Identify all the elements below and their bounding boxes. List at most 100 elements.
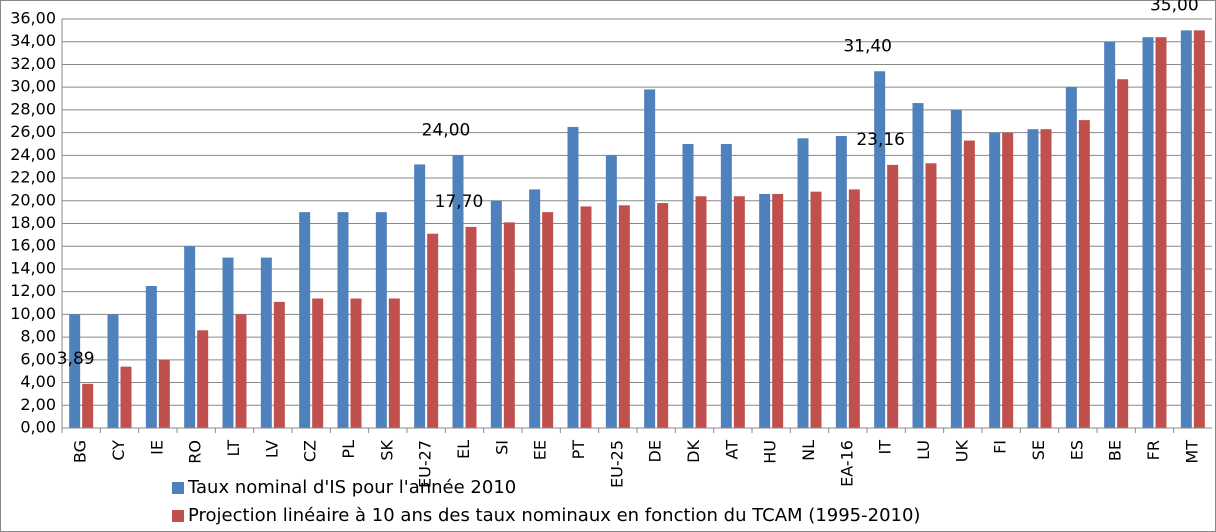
bar [925, 163, 937, 428]
data-label: 3,89 [57, 349, 95, 369]
bar [414, 164, 426, 428]
bar [465, 226, 477, 428]
bar [1065, 87, 1077, 429]
y-tick-label: 12,00 [10, 281, 56, 300]
x-tick-label: BE [1106, 440, 1125, 461]
x-tick-label: CY [109, 440, 128, 461]
x-tick-label: EU-25 [607, 440, 626, 488]
x-tick-label: ES [1067, 440, 1086, 460]
y-tick-label: 28,00 [10, 99, 56, 118]
x-tick-label: EL [454, 440, 473, 459]
x-tick-label: IE [147, 440, 166, 455]
bar [1155, 37, 1167, 429]
bar [720, 143, 732, 428]
x-tick-label: MT [1182, 440, 1201, 464]
bar [772, 193, 784, 428]
y-tick-label: 2,00 [20, 395, 56, 414]
x-tick-label: BG [71, 440, 90, 463]
bar [810, 191, 822, 428]
bar [1193, 30, 1205, 428]
bar [184, 246, 196, 428]
bar [887, 164, 899, 429]
bar [337, 212, 349, 428]
x-tick-label: AT [722, 440, 741, 460]
bar [529, 189, 541, 428]
x-tick-label: IT [876, 440, 895, 455]
bar [197, 330, 209, 428]
y-tick-label: 24,00 [10, 145, 56, 164]
y-tick-label: 30,00 [10, 77, 56, 96]
bar [107, 314, 119, 428]
x-tick-label: LT [224, 440, 243, 457]
bar [120, 366, 132, 428]
bar [427, 233, 439, 428]
legend-label: Taux nominal d'IS pour l'année 2010 [187, 477, 516, 498]
x-tick-label: PL [339, 440, 358, 459]
y-tick-label: 20,00 [10, 190, 56, 209]
data-label: 24,00 [422, 120, 471, 140]
bar [350, 298, 362, 428]
bar [1104, 41, 1116, 428]
bar [145, 285, 157, 428]
bar [580, 206, 592, 428]
y-tick-label: 14,00 [10, 258, 56, 277]
x-tick-label: RO [186, 440, 205, 464]
x-tick-label: HU [761, 440, 780, 464]
bar [695, 196, 707, 428]
x-tick-label: EE [531, 440, 550, 460]
x-tick-label: DE [646, 440, 665, 462]
x-tick-label: SE [1029, 440, 1048, 460]
y-tick-label: 36,00 [10, 9, 56, 28]
bar [490, 200, 502, 428]
bar [158, 359, 170, 428]
bar [1117, 79, 1129, 428]
x-tick-label: NL [799, 440, 818, 461]
y-tick-label: 4,00 [20, 372, 56, 391]
y-tick-label: 8,00 [20, 327, 56, 346]
bar [1002, 132, 1014, 428]
bar [759, 193, 771, 428]
bar [733, 196, 745, 428]
bar [299, 212, 311, 428]
y-tick-label: 34,00 [10, 31, 56, 50]
x-tick-label: SI [492, 440, 511, 455]
bar [260, 257, 272, 428]
bar [82, 383, 94, 428]
bar [388, 298, 400, 428]
bar [542, 212, 554, 428]
bar [950, 109, 962, 428]
x-tick-label: EA-16 [837, 440, 856, 487]
y-tick-label: 16,00 [10, 236, 56, 255]
y-tick-label: 26,00 [10, 122, 56, 141]
x-tick-label: FI [991, 440, 1010, 454]
bar [312, 298, 324, 428]
x-tick-label: FR [1144, 440, 1163, 460]
y-tick-label: 32,00 [10, 54, 56, 73]
x-tick-label: UK [952, 439, 971, 462]
y-tick-label: 10,00 [10, 304, 56, 323]
x-tick-label: LV [262, 440, 281, 458]
y-tick-label: 18,00 [10, 213, 56, 232]
bar [375, 212, 387, 428]
x-tick-label: LU [914, 440, 933, 460]
bar [874, 71, 886, 428]
legend-swatch [172, 482, 184, 494]
bar [989, 132, 1001, 428]
bar [1040, 129, 1052, 429]
bar [1180, 30, 1192, 428]
x-tick-label: CZ [301, 440, 320, 462]
bar [222, 257, 234, 428]
y-tick-label: 0,00 [20, 418, 56, 437]
legend-label: Projection linéaire à 10 ans des taux no… [188, 505, 920, 526]
bar [1027, 129, 1039, 429]
bar [835, 136, 847, 428]
data-label: 23,16 [856, 130, 905, 150]
x-tick-label: EU-27 [416, 440, 435, 488]
bar [605, 155, 617, 429]
y-tick-label: 22,00 [10, 168, 56, 187]
y-tick-label: 6,00 [20, 349, 56, 368]
data-label: 31,40 [843, 36, 892, 56]
bar [235, 314, 247, 428]
bar [682, 143, 694, 428]
